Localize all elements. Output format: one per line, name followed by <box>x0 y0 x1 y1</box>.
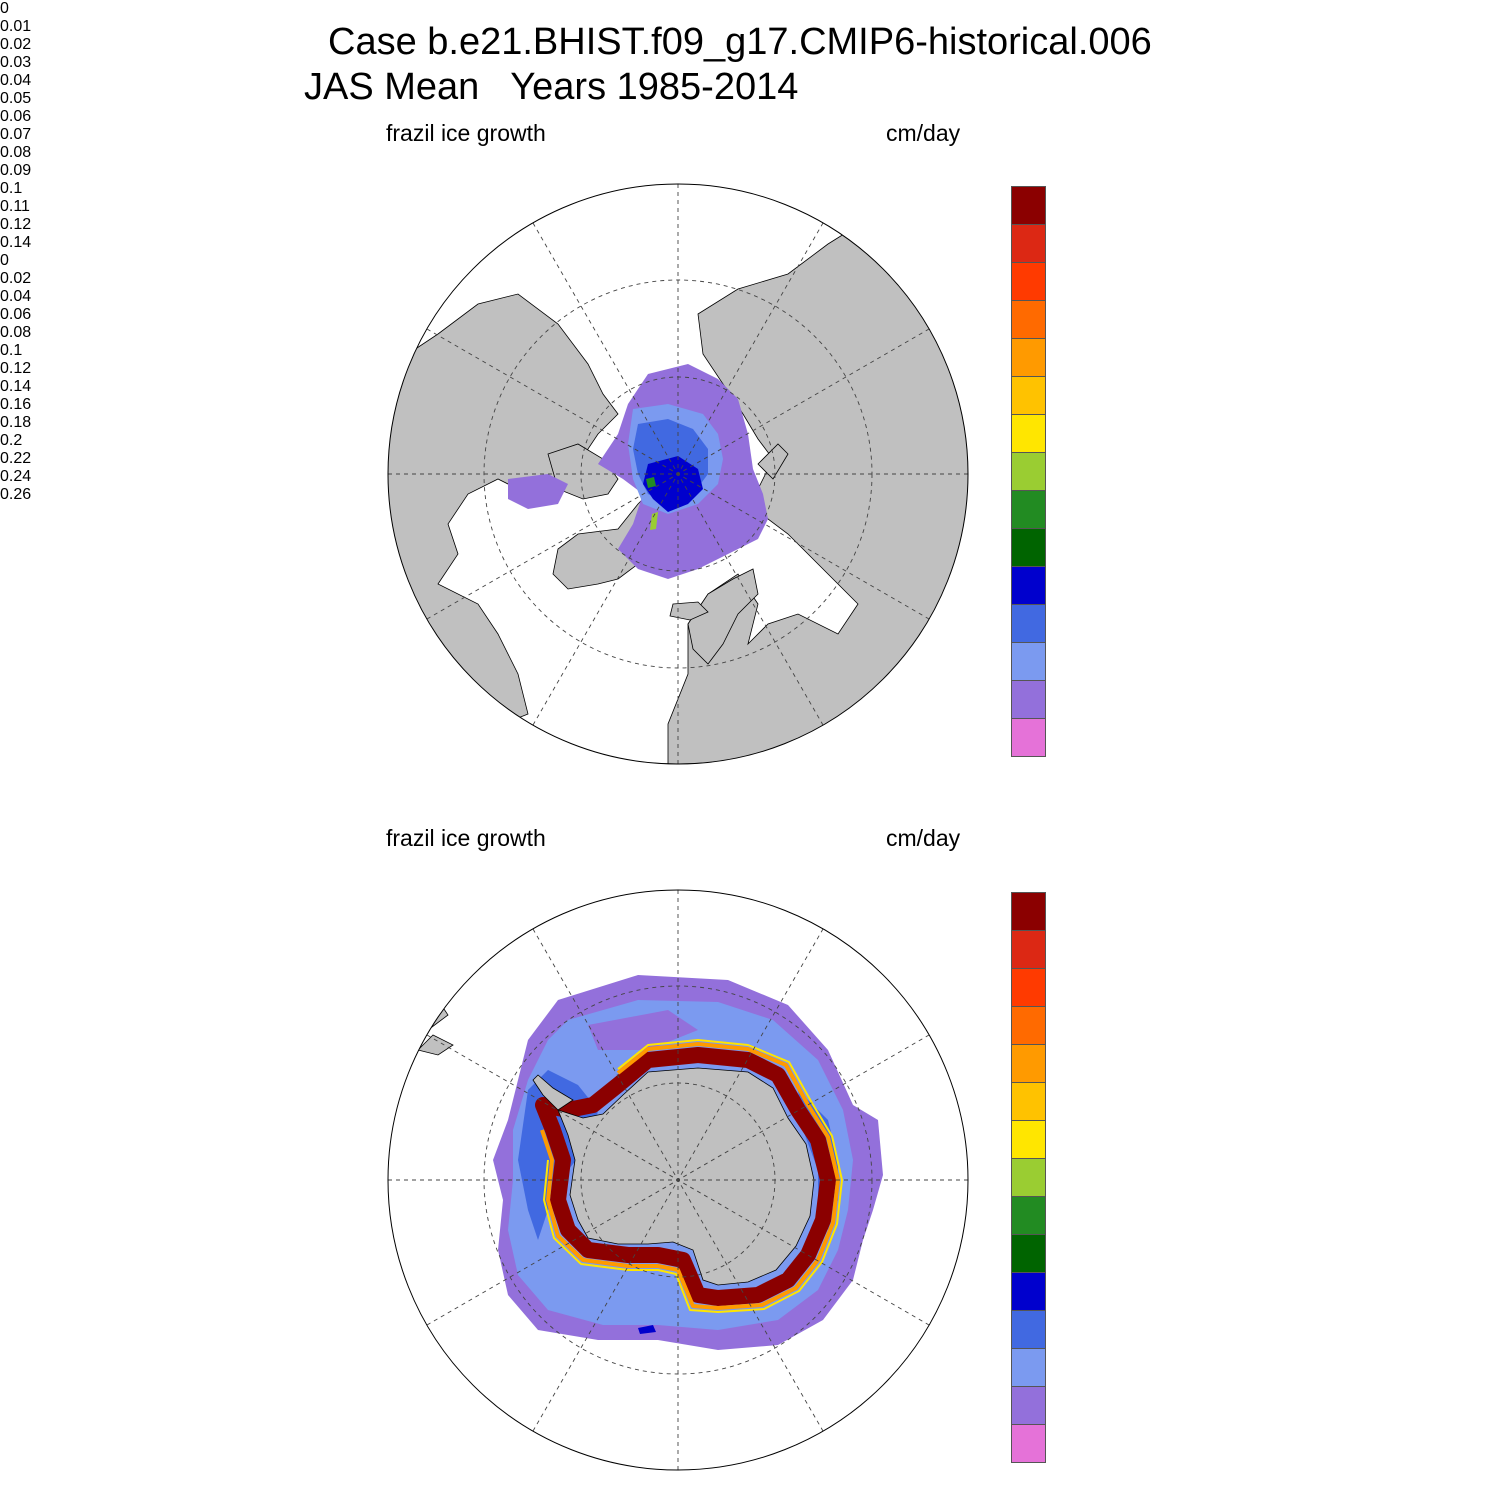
figure-title-case: Case b.e21.BHIST.f09_g17.CMIP6-historica… <box>328 21 1152 63</box>
colorbar-tick-label: 0.14 <box>0 234 32 251</box>
south-land-tierra <box>417 1034 454 1056</box>
north-graticule <box>388 184 968 764</box>
colorbar-tick-label: 0.2 <box>0 432 23 449</box>
south-band-3 <box>638 1325 656 1334</box>
colorbar-bin <box>1011 1234 1046 1273</box>
colorbar-bin <box>1011 1006 1046 1045</box>
north-land-iceland <box>669 601 709 621</box>
colorbar-bin <box>1011 1348 1046 1387</box>
colorbar-bin <box>1011 528 1046 567</box>
colorbar-tick-label: 0.02 <box>0 36 32 53</box>
colorbar-tick-label: 0.12 <box>0 360 32 377</box>
colorbar-bin <box>1011 968 1046 1007</box>
colorbar-bin <box>1011 490 1046 529</box>
colorbar-bin <box>1011 892 1046 931</box>
colorbar-tick-label: 0.16 <box>0 396 32 413</box>
south-field-label: frazil ice growth <box>386 825 546 851</box>
colorbar-bin <box>1011 1120 1046 1159</box>
colorbar-tick-label: 0.04 <box>0 72 32 89</box>
colorbar-bin <box>1011 718 1046 757</box>
south-units-label: cm/day <box>886 825 961 851</box>
colorbar-bin <box>1011 1044 1046 1083</box>
colorbar-bin <box>1011 262 1046 301</box>
north-band-1 <box>508 474 568 509</box>
colorbar-tick-label: 0.06 <box>0 108 32 125</box>
colorbar-tick-label: 0.02 <box>0 270 32 287</box>
south-band-1b <box>588 1010 698 1050</box>
south-band-8 <box>543 1039 843 1313</box>
colorbar-bin <box>1011 1272 1046 1311</box>
north-land-scandinavia <box>687 568 759 665</box>
colorbar-bin <box>1011 452 1046 491</box>
colorbar-tick-label: 0.26 <box>0 486 32 503</box>
colorbar-bin <box>1011 566 1046 605</box>
colorbar-bin <box>1011 338 1046 377</box>
south-polar-map <box>387 889 969 1471</box>
colorbar-tick-label: 0.01 <box>0 18 32 35</box>
colorbar-tick-label: 0.03 <box>0 54 32 71</box>
colorbar-bin <box>1011 300 1046 339</box>
colorbar-bin <box>1011 1196 1046 1235</box>
colorbar-bin <box>1011 604 1046 643</box>
colorbar-tick-label: 0.1 <box>0 342 23 359</box>
south-band-14 <box>535 1047 836 1306</box>
colorbar-tick-label: 0.08 <box>0 324 32 341</box>
colorbar-tick-label: 0.14 <box>0 378 32 395</box>
colorbar-tick-label: 0.12 <box>0 216 32 233</box>
north-field-label: frazil ice growth <box>386 120 546 146</box>
north-colorbar <box>1011 186 1046 757</box>
colorbar-tick-label: 0.1 <box>0 180 23 197</box>
north-band-5 <box>646 477 656 488</box>
colorbar-bin <box>1011 1386 1046 1425</box>
colorbar-bin <box>1011 930 1046 969</box>
colorbar-tick-label: 0.22 <box>0 450 32 467</box>
colorbar-tick-label: 0.18 <box>0 414 32 431</box>
colorbar-bin <box>1011 1158 1046 1197</box>
colorbar-bin <box>1011 1310 1046 1349</box>
colorbar-tick-label: 0.07 <box>0 126 32 143</box>
south-land-antarctica <box>557 1067 815 1286</box>
colorbar-tick-label: 0.09 <box>0 162 32 179</box>
north-band-6 <box>650 512 658 530</box>
colorbar-bin <box>1011 186 1046 225</box>
colorbar-bin <box>1011 680 1046 719</box>
colorbar-tick-label: 0.04 <box>0 288 32 305</box>
colorbar-bin <box>1011 1082 1046 1121</box>
south-land-peninsula <box>532 1074 574 1111</box>
north-polar-map <box>387 183 969 765</box>
south-graticule <box>388 890 968 1470</box>
north-units-label: cm/day <box>886 120 961 146</box>
colorbar-bin <box>1011 376 1046 415</box>
colorbar-tick-label: 0.08 <box>0 144 32 161</box>
colorbar-tick-label: 0.11 <box>0 198 30 215</box>
colorbar-tick-label: 0.24 <box>0 468 32 485</box>
colorbar-tick-label: 0 <box>0 0 9 17</box>
north-band-4 <box>643 456 703 512</box>
colorbar-bin <box>1011 414 1046 453</box>
colorbar-bin <box>1011 224 1046 263</box>
colorbar-tick-label: 0.05 <box>0 90 32 107</box>
south-colorbar <box>1011 892 1046 1463</box>
colorbar-tick-label: 0 <box>0 252 9 269</box>
colorbar-bin <box>1011 642 1046 681</box>
colorbar-tick-label: 0.06 <box>0 306 32 323</box>
figure-title-period: JAS Mean Years 1985-2014 <box>304 66 799 108</box>
colorbar-bin <box>1011 1424 1046 1463</box>
south-band-10 <box>540 1042 840 1310</box>
